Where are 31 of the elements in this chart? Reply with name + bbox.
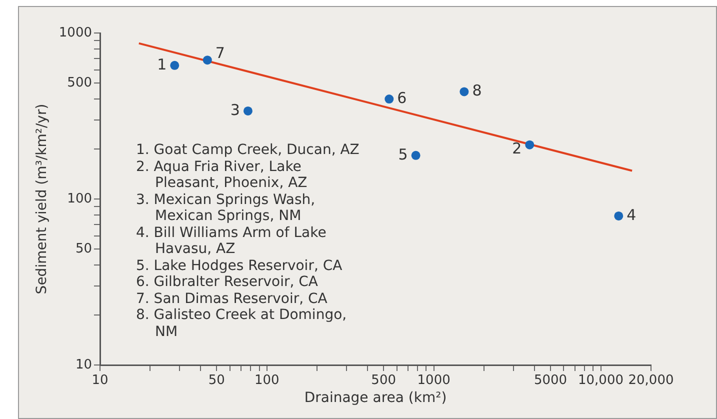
annotation: 4. Bill Williams Arm of Lake Havasu, AZ <box>136 224 328 258</box>
y-tick-label: 50 <box>75 241 92 256</box>
annotation: 3 <box>230 100 240 119</box>
annotation: 3. Mexican Springs Wash, Mexican Springs, NM <box>136 192 316 224</box>
y-tick-label: 500 <box>67 75 92 90</box>
annotation: 5. Lake Hodges Reservoir, CA <box>136 258 344 274</box>
annotation: 5 <box>398 145 408 164</box>
annotation: 1 <box>157 55 167 74</box>
x-tick-label: 5000 <box>534 373 568 388</box>
x-tick-label: 10 <box>92 373 108 388</box>
x-tick-label: 1000 <box>417 373 450 388</box>
x-tick-label: 50 <box>208 373 225 388</box>
x-tick-label: 10,000 <box>578 373 624 388</box>
x-tick-label: 20,000 <box>628 373 674 388</box>
annotation: 7 <box>215 44 225 62</box>
x-tick-label: 500 <box>371 373 396 388</box>
y-tick-label: 100 <box>67 191 92 206</box>
x-tick-label: 100 <box>254 373 280 388</box>
annotation: 2. Aqua Fria River, Lake Pleasant, Phoenix, AZ <box>136 158 308 192</box>
annotation: 6. Gilbralter Reservoir, CA <box>136 274 319 290</box>
annotation: 1. Goat Camp Creek, Ducan, AZ <box>136 142 360 158</box>
annotation: 4 <box>626 206 636 224</box>
y-tick-label: 10 <box>75 357 92 372</box>
annotation: 6 <box>397 88 407 107</box>
annotation: 7. San Dimas Reservoir, CA <box>136 290 328 307</box>
x-axis-title: Drainage area (km²) <box>304 390 447 406</box>
y-axis-title: Sediment yield (m³/km²/yr) <box>34 104 50 294</box>
annotation: 2 <box>512 140 522 158</box>
annotation: 8 <box>472 82 482 100</box>
annotation: 8. Galisteo Creek at Domingo, NM <box>136 307 348 340</box>
y-tick-label: 1000 <box>58 25 92 40</box>
